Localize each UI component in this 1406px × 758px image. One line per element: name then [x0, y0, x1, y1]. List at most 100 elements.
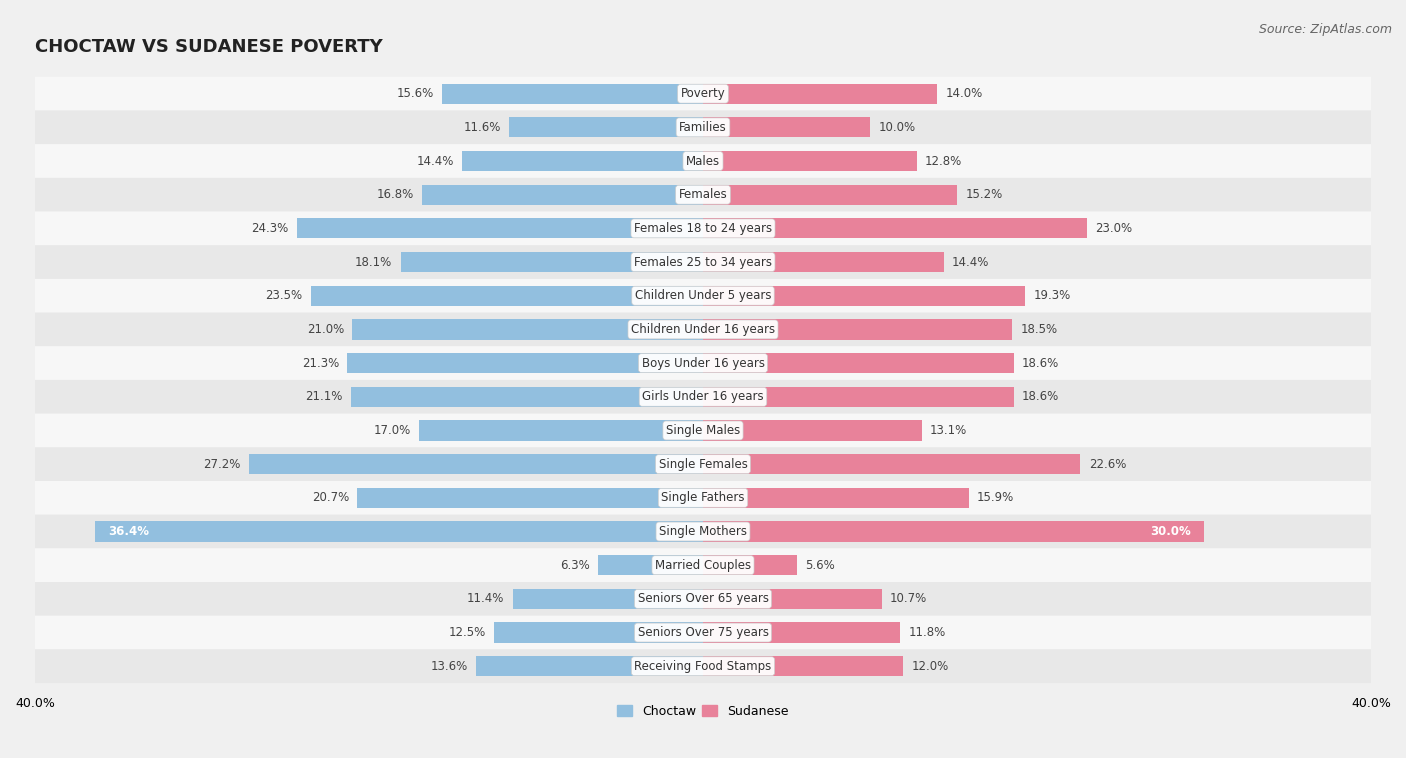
- Bar: [401, 252, 703, 272]
- Bar: [703, 589, 882, 609]
- Text: Families: Families: [679, 121, 727, 134]
- Bar: [357, 487, 703, 508]
- Bar: [475, 656, 703, 676]
- Text: 11.4%: 11.4%: [467, 592, 505, 606]
- Text: 18.1%: 18.1%: [356, 255, 392, 268]
- Bar: [703, 487, 969, 508]
- Text: Females 25 to 34 years: Females 25 to 34 years: [634, 255, 772, 268]
- Text: Single Females: Single Females: [658, 458, 748, 471]
- Bar: [311, 286, 703, 305]
- Text: Boys Under 16 years: Boys Under 16 years: [641, 356, 765, 370]
- Text: Children Under 16 years: Children Under 16 years: [631, 323, 775, 336]
- Bar: [350, 387, 703, 407]
- Legend: Choctaw, Sudanese: Choctaw, Sudanese: [612, 700, 794, 722]
- Text: Males: Males: [686, 155, 720, 168]
- Text: 18.6%: 18.6%: [1022, 390, 1059, 403]
- FancyBboxPatch shape: [35, 77, 1371, 111]
- Text: 22.6%: 22.6%: [1088, 458, 1126, 471]
- Bar: [703, 421, 922, 440]
- Bar: [703, 656, 904, 676]
- Bar: [703, 555, 797, 575]
- Bar: [297, 218, 703, 239]
- FancyBboxPatch shape: [35, 481, 1371, 515]
- Bar: [598, 555, 703, 575]
- Text: 21.0%: 21.0%: [307, 323, 344, 336]
- Bar: [419, 421, 703, 440]
- Text: 21.3%: 21.3%: [302, 356, 339, 370]
- Text: 21.1%: 21.1%: [305, 390, 342, 403]
- Text: 24.3%: 24.3%: [252, 222, 288, 235]
- Text: 14.4%: 14.4%: [416, 155, 454, 168]
- Text: 12.0%: 12.0%: [911, 659, 949, 673]
- Text: 13.6%: 13.6%: [430, 659, 468, 673]
- Bar: [463, 151, 703, 171]
- FancyBboxPatch shape: [35, 447, 1371, 481]
- Text: 27.2%: 27.2%: [202, 458, 240, 471]
- Text: 10.0%: 10.0%: [879, 121, 915, 134]
- FancyBboxPatch shape: [35, 380, 1371, 414]
- Bar: [703, 252, 943, 272]
- Text: Girls Under 16 years: Girls Under 16 years: [643, 390, 763, 403]
- Text: 23.0%: 23.0%: [1095, 222, 1133, 235]
- Bar: [422, 185, 703, 205]
- Text: 14.0%: 14.0%: [945, 87, 983, 100]
- Bar: [353, 319, 703, 340]
- Text: 14.4%: 14.4%: [952, 255, 990, 268]
- FancyBboxPatch shape: [35, 111, 1371, 144]
- FancyBboxPatch shape: [35, 279, 1371, 312]
- Text: Receiving Food Stamps: Receiving Food Stamps: [634, 659, 772, 673]
- Bar: [509, 117, 703, 137]
- Text: CHOCTAW VS SUDANESE POVERTY: CHOCTAW VS SUDANESE POVERTY: [35, 38, 382, 56]
- Bar: [249, 454, 703, 475]
- Text: 17.0%: 17.0%: [374, 424, 411, 437]
- Text: 16.8%: 16.8%: [377, 188, 413, 201]
- Bar: [703, 151, 917, 171]
- FancyBboxPatch shape: [35, 615, 1371, 650]
- Text: 12.8%: 12.8%: [925, 155, 962, 168]
- Bar: [703, 319, 1012, 340]
- Text: 18.5%: 18.5%: [1021, 323, 1057, 336]
- Text: 15.2%: 15.2%: [965, 188, 1002, 201]
- Text: Females 18 to 24 years: Females 18 to 24 years: [634, 222, 772, 235]
- Text: Seniors Over 75 years: Seniors Over 75 years: [637, 626, 769, 639]
- Bar: [703, 622, 900, 643]
- Text: 10.7%: 10.7%: [890, 592, 928, 606]
- Text: Single Males: Single Males: [666, 424, 740, 437]
- FancyBboxPatch shape: [35, 515, 1371, 548]
- Text: Source: ZipAtlas.com: Source: ZipAtlas.com: [1258, 23, 1392, 36]
- FancyBboxPatch shape: [35, 650, 1371, 683]
- Text: 6.3%: 6.3%: [560, 559, 589, 572]
- FancyBboxPatch shape: [35, 414, 1371, 447]
- Text: 18.6%: 18.6%: [1022, 356, 1059, 370]
- FancyBboxPatch shape: [35, 178, 1371, 211]
- Text: Married Couples: Married Couples: [655, 559, 751, 572]
- Text: 11.8%: 11.8%: [908, 626, 946, 639]
- FancyBboxPatch shape: [35, 346, 1371, 380]
- Text: 11.6%: 11.6%: [464, 121, 501, 134]
- Text: 30.0%: 30.0%: [1150, 525, 1191, 538]
- FancyBboxPatch shape: [35, 548, 1371, 582]
- FancyBboxPatch shape: [35, 246, 1371, 279]
- Text: 15.9%: 15.9%: [977, 491, 1014, 504]
- Bar: [495, 622, 703, 643]
- Bar: [703, 83, 936, 104]
- Bar: [703, 454, 1080, 475]
- Text: 12.5%: 12.5%: [449, 626, 486, 639]
- Text: Seniors Over 65 years: Seniors Over 65 years: [637, 592, 769, 606]
- Bar: [703, 522, 1204, 542]
- FancyBboxPatch shape: [35, 211, 1371, 246]
- FancyBboxPatch shape: [35, 582, 1371, 615]
- Bar: [703, 185, 957, 205]
- Bar: [513, 589, 703, 609]
- Text: 13.1%: 13.1%: [931, 424, 967, 437]
- Bar: [703, 117, 870, 137]
- Bar: [703, 218, 1087, 239]
- Text: Females: Females: [679, 188, 727, 201]
- Text: 5.6%: 5.6%: [804, 559, 835, 572]
- Text: 20.7%: 20.7%: [312, 491, 349, 504]
- Bar: [703, 286, 1025, 305]
- Text: 19.3%: 19.3%: [1033, 290, 1071, 302]
- Text: Single Mothers: Single Mothers: [659, 525, 747, 538]
- Text: Poverty: Poverty: [681, 87, 725, 100]
- FancyBboxPatch shape: [35, 312, 1371, 346]
